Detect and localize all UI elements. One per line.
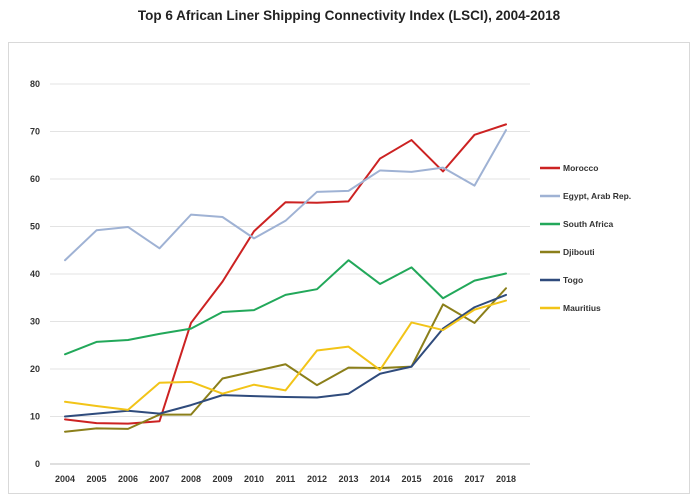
x-tick-label: 2013 <box>338 474 358 484</box>
chart-title: Top 6 African Liner Shipping Connectivit… <box>137 8 561 23</box>
series-line-morocco <box>64 123 507 425</box>
x-tick-label: 2006 <box>118 474 138 484</box>
legend-label: Togo <box>563 275 583 285</box>
y-tick-label: 50 <box>30 222 40 232</box>
x-tick-label: 2014 <box>370 474 390 484</box>
legend-label: Egypt, Arab Rep. <box>563 191 631 201</box>
series-line-djibouti <box>64 287 507 433</box>
legend-label: Mauritius <box>563 303 601 313</box>
x-tick-label: 2012 <box>307 474 327 484</box>
legend-label: Djibouti <box>563 247 595 257</box>
y-tick-label: 10 <box>30 412 40 422</box>
series-line-mauritius <box>64 299 507 411</box>
x-tick-label: 2005 <box>86 474 106 484</box>
y-tick-label: 30 <box>30 317 40 327</box>
x-tick-label: 2011 <box>276 474 296 484</box>
series-line-togo <box>64 293 507 418</box>
x-tick-label: 2018 <box>496 474 516 484</box>
legend-label: Morocco <box>563 163 598 173</box>
y-tick-label: 0 <box>35 459 40 469</box>
y-tick-label: 40 <box>30 269 40 279</box>
x-tick-label: 2007 <box>149 474 169 484</box>
x-tick-label: 2010 <box>244 474 264 484</box>
series-lines <box>64 123 507 433</box>
chart-frame <box>8 42 690 494</box>
x-tick-label: 2008 <box>181 474 201 484</box>
x-tick-label: 2016 <box>433 474 453 484</box>
legend: Morocco Egypt, Arab Rep. South Africa Djibo… <box>540 163 631 313</box>
x-tick-label: 2015 <box>401 474 421 484</box>
legend-label: South Africa <box>563 219 613 229</box>
y-tick-label: 70 <box>30 127 40 137</box>
x-tick-label: 2009 <box>212 474 232 484</box>
x-tick-label: 2017 <box>464 474 484 484</box>
series-line-egypt-arab-rep <box>64 129 507 262</box>
y-axis-ticks: 0 10 20 30 40 50 60 70 80 <box>30 79 40 469</box>
x-axis-ticks: 2004 2005 2006 2007 2008 2009 2010 2011 2012 2013… <box>55 474 516 484</box>
y-tick-label: 80 <box>30 79 40 89</box>
gridlines <box>50 83 530 465</box>
series-line-south-africa <box>64 259 507 356</box>
y-tick-label: 60 <box>30 174 40 184</box>
y-tick-label: 20 <box>30 364 40 374</box>
x-tick-label: 2004 <box>55 474 75 484</box>
